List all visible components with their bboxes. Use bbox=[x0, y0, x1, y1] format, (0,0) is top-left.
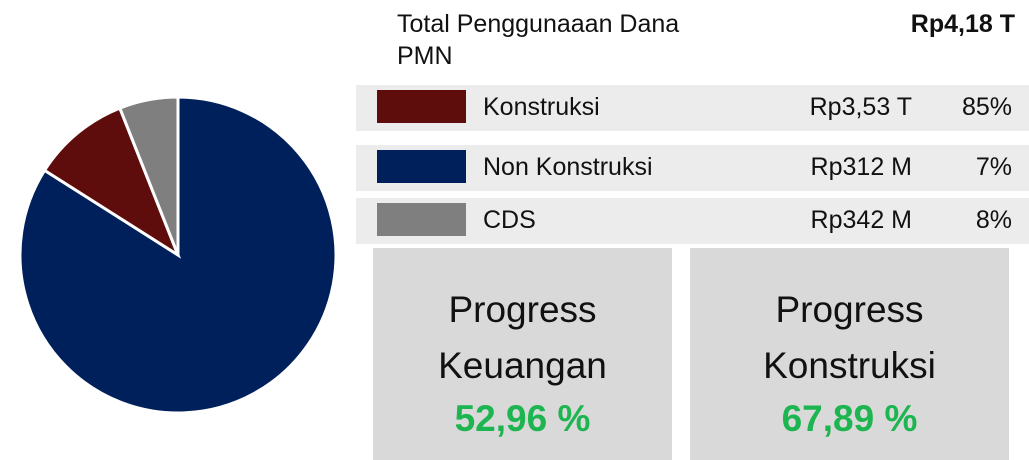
header-title: Total Penggunaaan Dana PMN bbox=[397, 10, 680, 70]
progress-card: Progress Keuangan 52,96 % bbox=[373, 248, 672, 460]
progress-card: Progress Konstruksi 67,89 % bbox=[690, 248, 1009, 460]
swatch bbox=[377, 90, 466, 123]
pie-chart bbox=[18, 95, 338, 415]
row-amount: Rp312 M bbox=[810, 153, 912, 181]
row-amount: Rp342 M bbox=[810, 206, 912, 234]
row-percent: 8% bbox=[975, 206, 1012, 234]
pie-slice bbox=[42, 106, 182, 259]
row-label: Non Konstruksi bbox=[483, 153, 653, 181]
row-percent: 85% bbox=[961, 93, 1012, 121]
row-label: Konstruksi bbox=[483, 93, 600, 121]
legend-row: CDS Rp342 M 8% bbox=[356, 198, 1029, 244]
card-title: Progress Konstruksi bbox=[763, 289, 936, 386]
legend-row: Non Konstruksi Rp312 M 7% bbox=[356, 145, 1029, 191]
card-title: Progress Keuangan bbox=[438, 289, 607, 386]
legend-row: Konstruksi Rp3,53 T 85% bbox=[356, 85, 1029, 131]
header-total: Rp4,18 T bbox=[910, 10, 1015, 38]
row-amount: Rp3,53 T bbox=[809, 93, 912, 121]
pie-slice bbox=[117, 95, 180, 256]
card-value: 52,96 % bbox=[454, 398, 591, 439]
row-label: CDS bbox=[483, 206, 536, 234]
swatch bbox=[377, 203, 466, 236]
row-percent: 7% bbox=[975, 153, 1012, 181]
swatch bbox=[377, 150, 466, 183]
card-value: 67,89 % bbox=[781, 398, 918, 439]
